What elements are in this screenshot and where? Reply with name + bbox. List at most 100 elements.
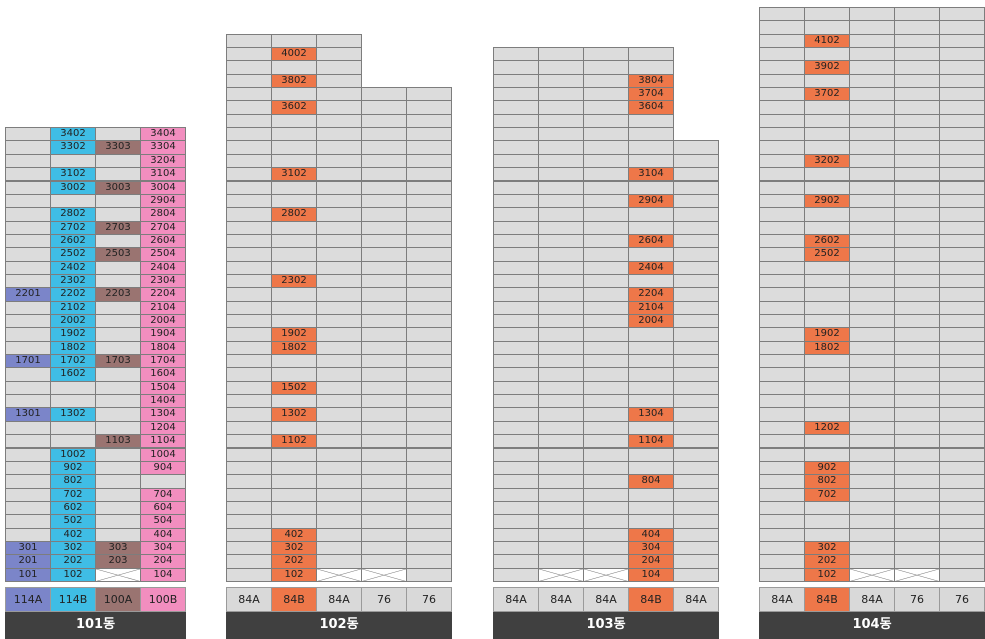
floor-cell bbox=[673, 153, 719, 169]
floor-cell bbox=[849, 140, 895, 155]
floor-cell bbox=[226, 33, 272, 48]
floor-cell bbox=[939, 247, 985, 262]
floor-cell bbox=[226, 420, 272, 436]
floor-cell bbox=[226, 167, 272, 182]
floor-cell bbox=[894, 207, 940, 222]
floor-cell bbox=[804, 47, 850, 62]
floor-cell bbox=[493, 407, 539, 422]
floor-cell bbox=[583, 193, 629, 209]
floor-cell bbox=[894, 527, 940, 542]
unit-cell: 1404 bbox=[140, 394, 186, 409]
floor-cell bbox=[316, 100, 362, 115]
floor-cell bbox=[759, 20, 805, 35]
floor-cell bbox=[493, 394, 539, 409]
floor-cell bbox=[226, 113, 272, 129]
floor-cell bbox=[226, 554, 272, 569]
unit-cell: 1104 bbox=[140, 434, 186, 449]
unit-cell: 3102 bbox=[271, 167, 317, 182]
floor-cell bbox=[939, 273, 985, 289]
floor-cell bbox=[95, 153, 141, 169]
unit-type-label: 114A bbox=[5, 587, 51, 612]
floor-cell bbox=[271, 420, 317, 436]
unit-cell: 1802 bbox=[804, 340, 850, 356]
floor-cell bbox=[894, 300, 940, 315]
floor-cell bbox=[271, 287, 317, 302]
floor-cell bbox=[493, 207, 539, 222]
floor-cell bbox=[95, 193, 141, 209]
unit-cell: 2004 bbox=[628, 314, 674, 329]
floor-cell bbox=[759, 153, 805, 169]
floor-cell bbox=[939, 6, 985, 22]
floor-cell bbox=[406, 567, 452, 582]
floor-cell bbox=[538, 180, 584, 195]
unit-cell: 3102 bbox=[50, 167, 96, 182]
floor-cell bbox=[406, 300, 452, 315]
floor-cell bbox=[673, 140, 719, 155]
floor-cell bbox=[849, 354, 895, 369]
floor-cell bbox=[316, 87, 362, 102]
floor-cell bbox=[583, 233, 629, 249]
floor-cell bbox=[538, 500, 584, 516]
floor-cell bbox=[939, 233, 985, 249]
floor-cell bbox=[95, 380, 141, 396]
floor-cell bbox=[583, 207, 629, 222]
floor-cell bbox=[5, 180, 51, 195]
floor-cell bbox=[804, 73, 850, 89]
floor-cell bbox=[361, 407, 407, 422]
floor-cell bbox=[271, 193, 317, 209]
floor-cell bbox=[849, 460, 895, 476]
unit-cell: 104 bbox=[140, 567, 186, 582]
unit-cell: 1102 bbox=[271, 434, 317, 449]
unit-cell: 1004 bbox=[140, 447, 186, 462]
floor-cell bbox=[759, 314, 805, 329]
floor-cell bbox=[95, 420, 141, 436]
floor-cell bbox=[226, 527, 272, 542]
floor-cell bbox=[673, 180, 719, 195]
floor-cell bbox=[361, 460, 407, 476]
unit-cell: 2304 bbox=[140, 273, 186, 289]
floor-cell bbox=[493, 327, 539, 342]
floor-cell bbox=[538, 247, 584, 262]
floor-cell bbox=[804, 354, 850, 369]
floor-cell bbox=[361, 247, 407, 262]
floor-cell bbox=[849, 300, 895, 315]
unit-cell: 3404 bbox=[140, 127, 186, 142]
unit-type-label: 84B bbox=[271, 587, 317, 612]
floor-cell bbox=[849, 540, 895, 556]
floor-cell bbox=[759, 407, 805, 422]
unit-cell: 804 bbox=[628, 474, 674, 489]
floor-cell bbox=[226, 407, 272, 422]
floor-cell bbox=[673, 380, 719, 396]
unit-cell: 2904 bbox=[140, 193, 186, 209]
unit-cell: 402 bbox=[50, 527, 96, 542]
floor-cell bbox=[361, 500, 407, 516]
floor-cell bbox=[493, 260, 539, 275]
unit-type-label: 84A bbox=[759, 587, 805, 612]
floor-cell bbox=[493, 47, 539, 62]
floor-cell bbox=[5, 527, 51, 542]
floor-cell bbox=[493, 380, 539, 396]
unit-cell: 402 bbox=[271, 527, 317, 542]
unit-cell: 102 bbox=[50, 567, 96, 582]
unit-cell: 2302 bbox=[271, 273, 317, 289]
floor-cell bbox=[226, 314, 272, 329]
floor-cell bbox=[804, 20, 850, 35]
unit-cell: 2502 bbox=[804, 247, 850, 262]
floor-cell bbox=[894, 233, 940, 249]
unit-cell: 201 bbox=[5, 554, 51, 569]
unit-type-label: 84A bbox=[316, 587, 362, 612]
floor-cell bbox=[493, 300, 539, 315]
unit-cell: 1002 bbox=[50, 447, 96, 462]
floor-cell bbox=[95, 300, 141, 315]
floor-cell bbox=[939, 207, 985, 222]
floor-cell bbox=[759, 527, 805, 542]
unit-cell: 1103 bbox=[95, 434, 141, 449]
non-residential-cell bbox=[849, 567, 895, 582]
floor-cell bbox=[5, 193, 51, 209]
unit-cell: 802 bbox=[50, 474, 96, 489]
unit-cell: 2702 bbox=[50, 220, 96, 235]
floor-cell bbox=[226, 340, 272, 356]
floor-cell bbox=[849, 380, 895, 396]
floor-cell bbox=[50, 434, 96, 449]
